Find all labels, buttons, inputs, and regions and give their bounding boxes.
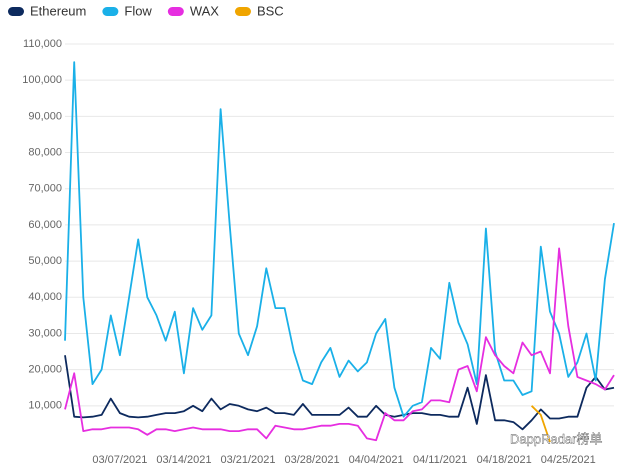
legend-swatch	[102, 7, 119, 16]
legend-label: Ethereum	[30, 3, 86, 18]
y-tick-label: 20,000	[28, 364, 62, 376]
x-tick-label: 04/25/2021	[541, 454, 596, 466]
y-tick-label: 30,000	[28, 327, 62, 339]
legend-label: BSC	[257, 3, 284, 18]
legend-swatch	[8, 7, 24, 16]
legend-swatch	[234, 7, 251, 16]
legend-item: WAX	[167, 3, 219, 18]
y-tick-label: 90,000	[28, 110, 62, 122]
x-tick-label: 04/18/2021	[477, 454, 532, 466]
x-tick-label: 03/28/2021	[285, 454, 340, 466]
y-tick-label: 50,000	[28, 255, 62, 267]
series-line	[530, 405, 551, 443]
y-tick-label: 60,000	[28, 219, 62, 231]
watermark: DappRadar榜单	[510, 431, 603, 446]
legend-label: WAX	[190, 3, 219, 18]
x-tick-label: 04/04/2021	[349, 454, 404, 466]
x-tick-label: 03/14/2021	[156, 454, 211, 466]
y-tick-label: 80,000	[28, 146, 62, 158]
series-line	[64, 355, 615, 431]
y-tick-label: 40,000	[28, 291, 62, 303]
series-line	[64, 61, 615, 418]
legend-label: Flow	[124, 3, 152, 18]
y-tick-label: 70,000	[28, 183, 62, 195]
y-tick-label: 100,000	[22, 74, 62, 86]
y-tick-label: 110,000	[23, 38, 62, 50]
legend-swatch	[167, 7, 184, 16]
x-tick-label: 03/07/2021	[92, 454, 147, 466]
series-line	[64, 247, 615, 442]
x-tick-label: 04/11/2021	[413, 454, 467, 466]
legend-item: Ethereum	[8, 3, 86, 18]
legend-item: BSC	[234, 3, 284, 18]
y-tick-label: 10,000	[28, 400, 62, 412]
legend-item: Flow	[102, 3, 152, 18]
x-tick-label: 03/21/2021	[220, 454, 275, 466]
